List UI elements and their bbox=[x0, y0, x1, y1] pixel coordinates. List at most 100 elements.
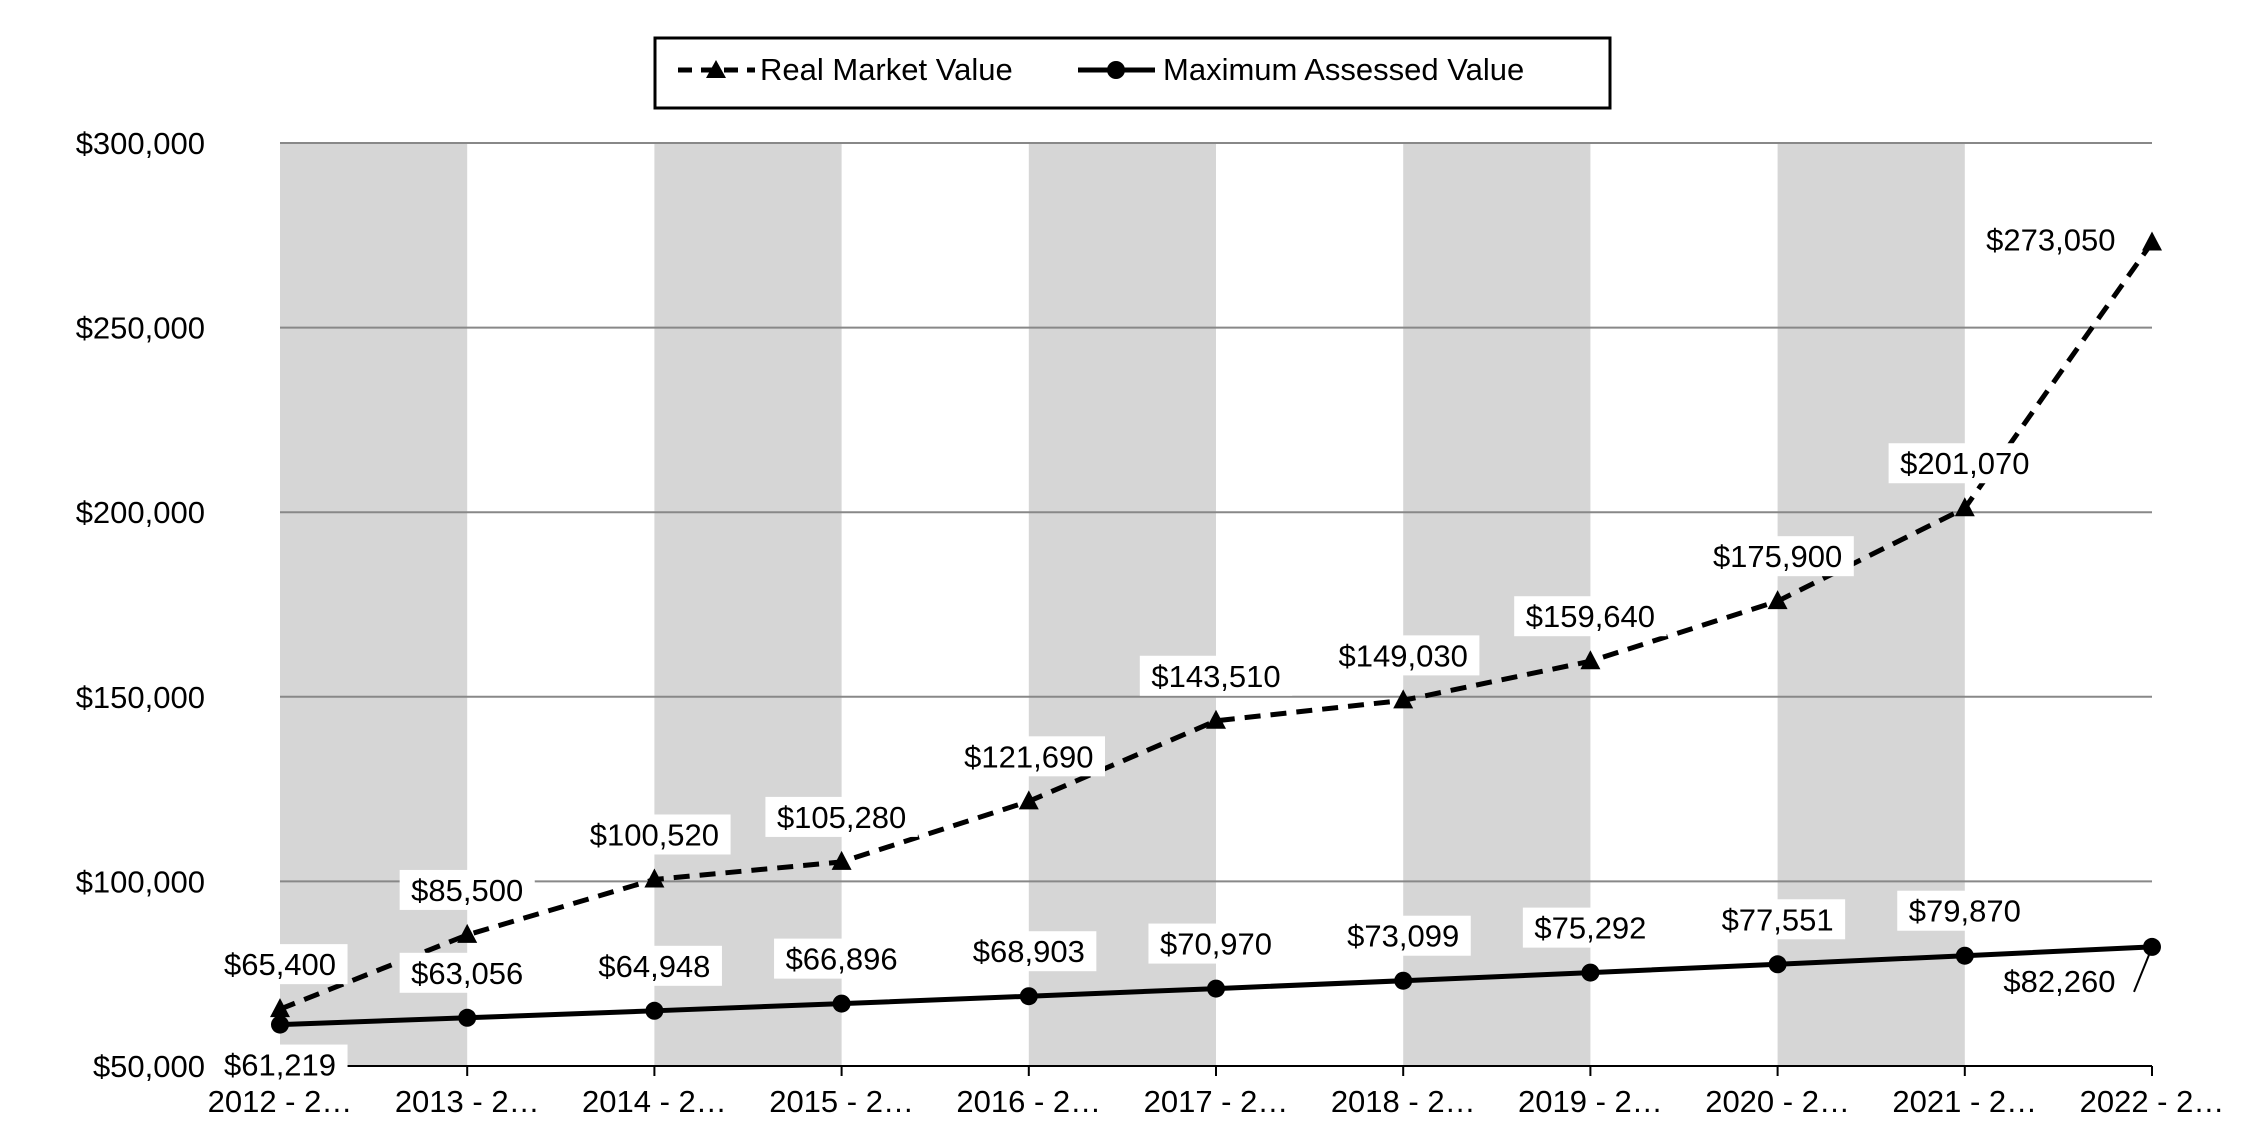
y-tick-label: $150,000 bbox=[76, 680, 205, 715]
rmv-data-label: $273,050 bbox=[1986, 222, 2115, 257]
x-tick-label: 2019 - 2… bbox=[1518, 1084, 1663, 1119]
rmv-data-label-bg bbox=[952, 736, 1105, 777]
rmv-triangle-marker bbox=[2142, 231, 2162, 251]
rmv-data-label-bg bbox=[1327, 635, 1480, 676]
rmv-data-label: $175,900 bbox=[1713, 539, 1842, 574]
mav-data-label: $79,870 bbox=[1909, 894, 2021, 929]
y-tick-label: $100,000 bbox=[76, 864, 205, 899]
rmv-triangle-marker bbox=[644, 868, 665, 888]
y-tick-label: $300,000 bbox=[76, 126, 205, 161]
mav-data-label-bg bbox=[1991, 960, 2127, 1001]
mav-data-label-bg bbox=[1710, 899, 1846, 940]
band-0 bbox=[280, 143, 468, 1066]
mav-data-label: $75,292 bbox=[1534, 911, 1646, 946]
mav-circle-marker bbox=[2143, 937, 2161, 956]
x-tick-label: 2014 - 2… bbox=[582, 1084, 727, 1119]
mav-circle-marker bbox=[458, 1008, 477, 1027]
mav-data-label-bg bbox=[1522, 907, 1658, 948]
x-tick-label: 2018 - 2… bbox=[1331, 1084, 1476, 1119]
mav-circle-marker bbox=[1019, 987, 1038, 1006]
rmv-triangle-marker bbox=[457, 923, 478, 943]
mav-data-label-bg bbox=[399, 952, 535, 993]
mav-circle-marker bbox=[645, 1001, 664, 1020]
legend-triangle-icon bbox=[706, 60, 726, 78]
mav-data-label-bg bbox=[1335, 915, 1471, 956]
mav-leader-line bbox=[2133, 954, 2150, 993]
rmv-data-label: $159,640 bbox=[1526, 599, 1655, 634]
rmv-triangle-marker bbox=[1767, 590, 1788, 610]
x-tick-label: 2013 - 2… bbox=[395, 1084, 540, 1119]
rmv-data-label: $85,500 bbox=[411, 873, 523, 908]
x-tick-label: 2016 - 2… bbox=[956, 1084, 1101, 1119]
legend-label-mav: Maximum Assessed Value bbox=[1163, 52, 1524, 87]
mav-circle-marker bbox=[832, 994, 851, 1013]
y-tick-label: $50,000 bbox=[93, 1049, 205, 1084]
x-tick-label: 2020 - 2… bbox=[1705, 1084, 1850, 1119]
legend-label-rmv: Real Market Value bbox=[760, 52, 1013, 87]
rmv-data-label: $65,400 bbox=[224, 947, 336, 982]
rmv-triangle-marker bbox=[1018, 790, 1039, 810]
mav-circle-marker bbox=[1768, 955, 1787, 974]
rmv-data-label-bg bbox=[1701, 536, 1854, 577]
mav-data-label-bg bbox=[1148, 923, 1284, 964]
x-tick-label: 2012 - 2… bbox=[208, 1084, 353, 1119]
x-tick-label: 2021 - 2… bbox=[1892, 1084, 2037, 1119]
rmv-data-label-bg bbox=[578, 814, 731, 855]
mav-data-label-bg bbox=[212, 1044, 348, 1085]
legend-box bbox=[653, 36, 1612, 110]
rmv-data-label: $201,070 bbox=[1900, 446, 2029, 481]
rmv-data-label: $100,520 bbox=[590, 817, 719, 852]
rmv-data-label: $149,030 bbox=[1339, 638, 1468, 673]
mav-circle-marker bbox=[1581, 963, 1600, 982]
mav-data-label: $77,551 bbox=[1722, 902, 1834, 937]
legend-circle-icon bbox=[1107, 61, 1125, 79]
mav-circle-marker bbox=[271, 1015, 289, 1034]
series-markers bbox=[270, 231, 2162, 1034]
legend: Real Market Value Maximum Assessed Value bbox=[653, 36, 1612, 110]
gridlines bbox=[280, 142, 2152, 883]
mav-data-label: $64,948 bbox=[598, 949, 710, 984]
rmv-data-label-bg bbox=[765, 796, 918, 837]
rmv-triangle-marker bbox=[1954, 497, 1975, 517]
rmv-triangle-marker bbox=[1580, 650, 1601, 670]
rmv-triangle-marker bbox=[1206, 709, 1226, 729]
rmv-data-label: $121,690 bbox=[964, 739, 1093, 774]
x-axis: 2012 - 2… 2013 - 2… 2014 - 2… 2015 - 2… 2016… bbox=[208, 1065, 2225, 1119]
rmv-data-label-bg bbox=[1974, 219, 2127, 260]
rmv-data-label-bg bbox=[1514, 596, 1667, 637]
mav-data-label: $68,903 bbox=[973, 934, 1085, 969]
x-tick-label: 2022 - 2… bbox=[2080, 1084, 2225, 1119]
band-4 bbox=[1028, 143, 1216, 1066]
rmv-data-label-bg bbox=[399, 869, 535, 910]
mav-data-label: $73,099 bbox=[1347, 919, 1459, 954]
rmv-data-label-bg bbox=[212, 944, 348, 985]
y-tick-label: $250,000 bbox=[76, 311, 205, 346]
mav-circle-marker bbox=[1207, 979, 1225, 998]
x-tick-label: 2017 - 2… bbox=[1144, 1084, 1289, 1119]
mav-circle-marker bbox=[1955, 946, 1974, 965]
band-2 bbox=[654, 143, 842, 1066]
mav-data-label: $66,896 bbox=[786, 942, 898, 977]
rmv-triangle-marker bbox=[831, 850, 852, 870]
rmv-data-label: $105,280 bbox=[777, 800, 906, 835]
x-tick-label: 2015 - 2… bbox=[769, 1084, 914, 1119]
mav-data-label-bg bbox=[586, 945, 722, 986]
data-labels: $65,400 $85,500 $100,520 $105,280 $121,690 $1… bbox=[212, 219, 2150, 1085]
rmv-triangle-marker bbox=[270, 998, 290, 1018]
rmv-triangle-marker bbox=[1393, 689, 1414, 709]
mav-data-label-bg bbox=[774, 938, 910, 979]
mav-data-label: $63,056 bbox=[411, 956, 523, 991]
mav-data-label-bg bbox=[961, 931, 1097, 972]
rmv-data-label: $143,510 bbox=[1151, 659, 1280, 694]
mav-data-label-bg bbox=[1897, 890, 2033, 931]
mav-circle-marker bbox=[1394, 971, 1413, 990]
rmv-data-label-bg bbox=[1888, 443, 2041, 484]
rmv-data-label-bg bbox=[1139, 655, 1293, 696]
mav-data-label: $82,260 bbox=[2003, 964, 2115, 999]
y-axis-tick-labels: $50,000 $100,000 $150,000 $200,000 $250,000 $… bbox=[76, 126, 205, 1084]
mav-data-label: $61,219 bbox=[224, 1048, 336, 1083]
mav-data-label: $70,970 bbox=[1160, 927, 1272, 962]
y-tick-label: $200,000 bbox=[76, 495, 205, 530]
